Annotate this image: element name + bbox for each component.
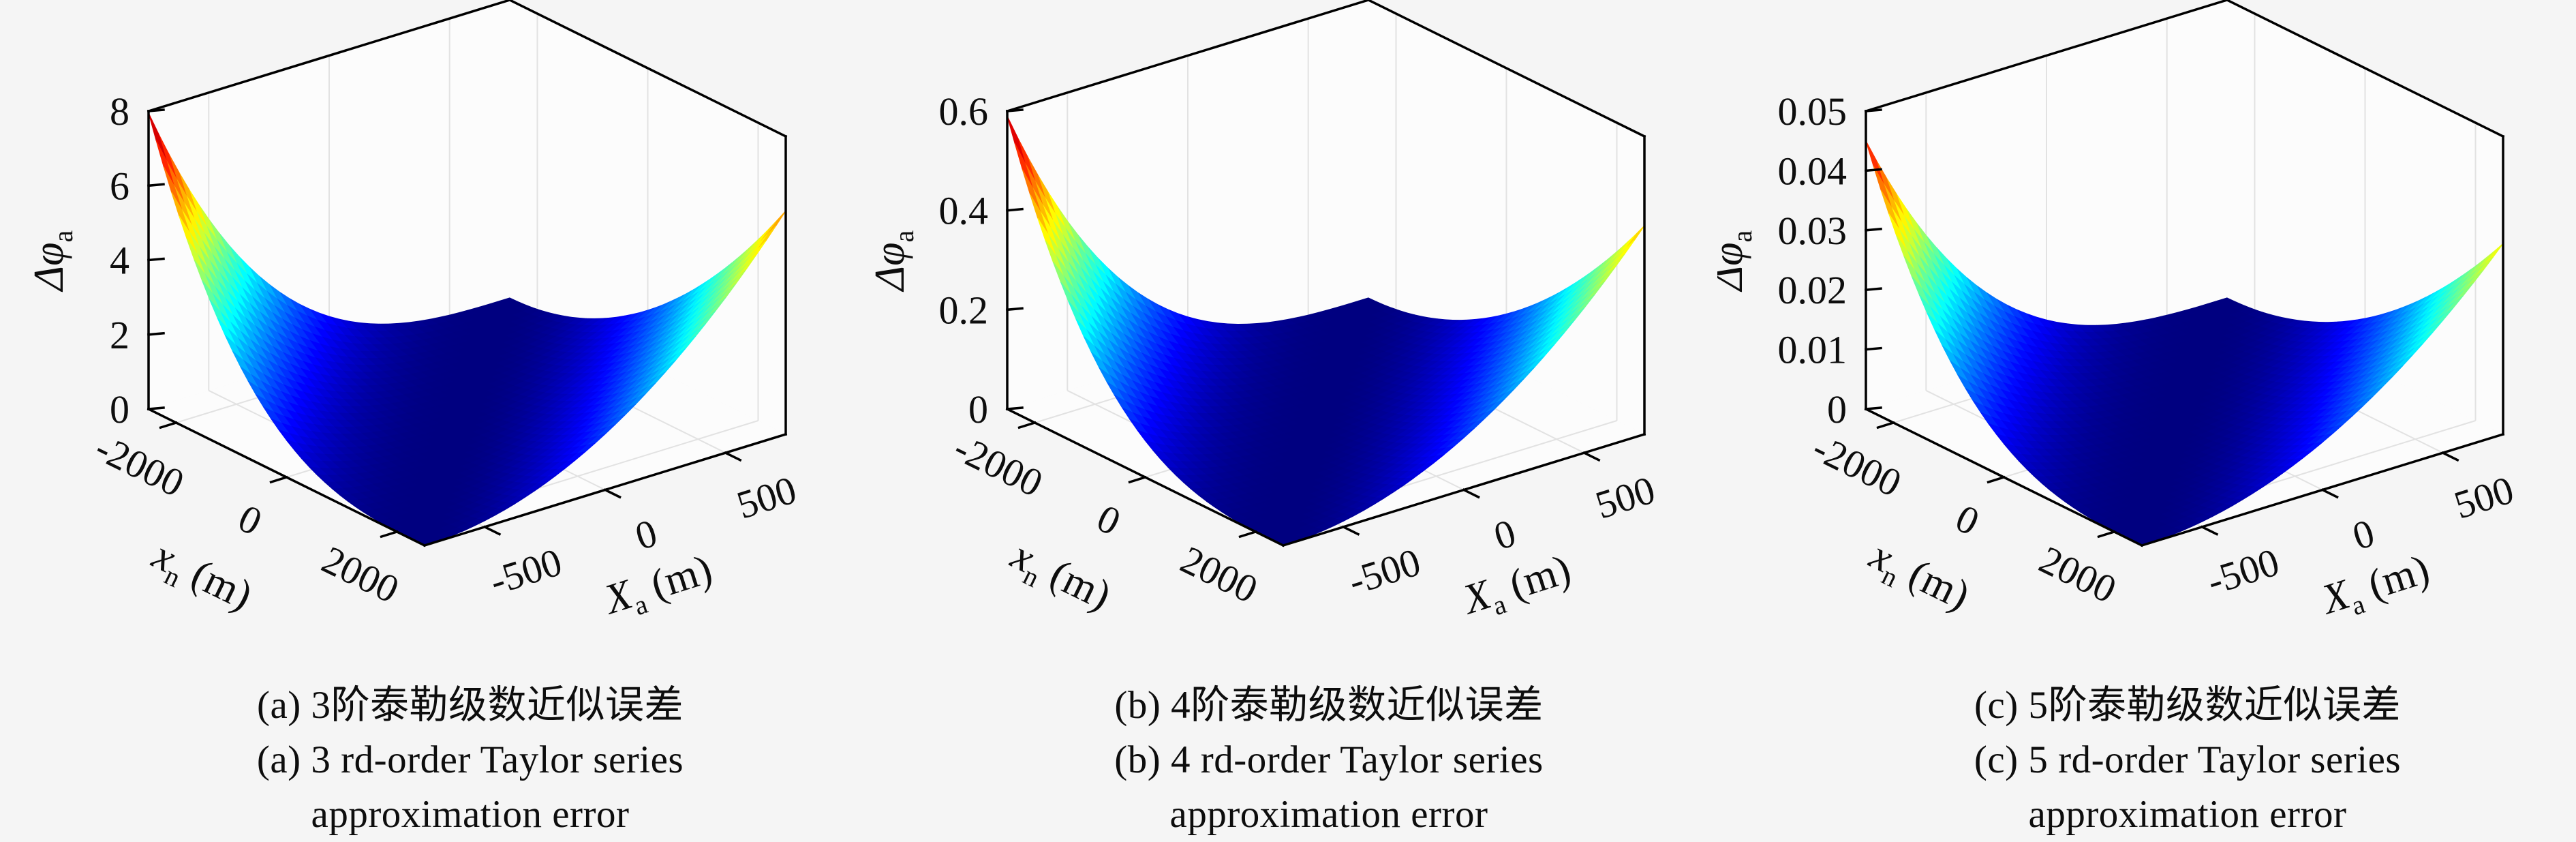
caption-b-en-line1: (b) 4 rd-order Taylor series: [1114, 738, 1544, 781]
y-axis-label: Xa (m): [597, 546, 719, 630]
surface-plot-b: 0 0.2 0.4 0.6 -2000 0 2000 -500 0 500 Δφa xn (m) Xa …: [859, 0, 1717, 682]
surface-mesh-c: [1865, 140, 2504, 546]
y-tick-label: 500: [2449, 467, 2519, 527]
z-tick-label: 0.03: [1778, 209, 1847, 253]
z-axis-label: Δφa: [1717, 230, 1758, 293]
surface-plot-c: 0 0.01 0.02 0.03 0.04 0.05 -2000 0 2000 -500 0 500 Δ…: [1705, 0, 2576, 682]
z-tick-label: 0.04: [1778, 149, 1847, 193]
caption-a-zh: (a) 3阶泰勒级数近似误差: [256, 684, 684, 727]
caption-a-en-line2: approximation error: [311, 793, 630, 836]
surface-mesh-b: [1007, 115, 1645, 546]
y-tick-label: 0: [630, 511, 662, 559]
caption-c: (c) 5阶泰勒级数近似误差 (c) 5 rd-order Taylor ser…: [1792, 678, 2576, 842]
x-tick-label: -2000: [1806, 425, 1908, 506]
x-tick-label: 0: [1090, 496, 1128, 544]
z-tick-label: 0.01: [1778, 328, 1847, 372]
x-axis-label: xn (m): [1001, 532, 1118, 625]
x-tick-label: -2000: [947, 425, 1049, 506]
caption-a: (a) 3阶泰勒级数近似误差 (a) 3 rd-order Taylor ser…: [75, 678, 865, 842]
z-tick-label: 8: [110, 89, 129, 134]
x-axis-label: xn (m): [1860, 532, 1977, 625]
tick-marks-a: [147, 108, 742, 539]
z-tick-label: 0.2: [939, 288, 989, 332]
y-axis-label: Xa (m): [2314, 546, 2436, 630]
y-tick-label: 500: [1591, 467, 1661, 527]
z-tick-label: 0: [968, 387, 988, 432]
x-tick-label: 0: [232, 496, 269, 544]
y-tick-label: 500: [732, 467, 802, 527]
caption-c-en-line2: approximation error: [2028, 793, 2347, 836]
z-tick-label: 2: [110, 313, 129, 357]
x-tick-label: 2000: [316, 537, 406, 612]
caption-b: (b) 4阶泰勒级数近似误差 (b) 4 rd-order Taylor ser…: [934, 678, 1724, 842]
z-tick-label: 0: [110, 387, 129, 432]
panel-c: 0 0.01 0.02 0.03 0.04 0.05 -2000 0 2000 -500 0 500 Δ…: [1705, 0, 2576, 842]
panel-b: 0 0.2 0.4 0.6 -2000 0 2000 -500 0 500 Δφa xn (m) Xa …: [859, 0, 1717, 841]
tick-marks-b: [1006, 108, 1601, 539]
tick-marks-c: [1865, 108, 2459, 539]
z-tick-label: 0.4: [939, 189, 989, 233]
z-tick-label: 4: [110, 239, 129, 283]
y-tick-label: 0: [1489, 511, 1521, 559]
caption-b-zh: (b) 4阶泰勒级数近似误差: [1114, 684, 1544, 727]
surface-mesh-a: [148, 112, 786, 546]
x-axis-label: xn (m): [142, 532, 260, 625]
x-tick-label: 2000: [1174, 537, 1265, 612]
z-tick-label: 0: [1827, 387, 1847, 432]
caption-c-zh: (c) 5阶泰勒级数近似误差: [1974, 684, 2401, 727]
z-tick-label: 0.02: [1778, 268, 1847, 312]
panel-a: 0 2 4 6 8 -2000 0 2000 -500 0 500 Δφa xn (m) Xa (m) (…: [0, 0, 859, 841]
y-tick-label: 0: [2348, 511, 2380, 559]
y-tick-label: -500: [1343, 539, 1426, 603]
z-tick-label: 0.05: [1778, 89, 1847, 134]
y-tick-label: -500: [2202, 539, 2284, 603]
x-tick-label: -2000: [89, 425, 191, 506]
caption-b-en-line2: approximation error: [1169, 793, 1488, 836]
caption-a-en-line1: (a) 3 rd-order Taylor series: [256, 738, 684, 781]
z-axis-label: Δφa: [867, 230, 919, 293]
caption-c-en-line1: (c) 5 rd-order Taylor series: [1974, 738, 2402, 781]
y-tick-label: -500: [485, 539, 567, 603]
y-axis-label: Xa (m): [1456, 546, 1578, 630]
z-tick-label: 6: [110, 164, 129, 208]
z-tick-label: 0.6: [939, 89, 989, 134]
x-tick-label: 2000: [2033, 537, 2123, 612]
surface-plot-a: 0 2 4 6 8 -2000 0 2000 -500 0 500 Δφa xn (m) Xa (m): [0, 0, 859, 682]
z-axis-label: Δφa: [26, 230, 78, 293]
x-tick-label: 0: [1949, 496, 1987, 544]
